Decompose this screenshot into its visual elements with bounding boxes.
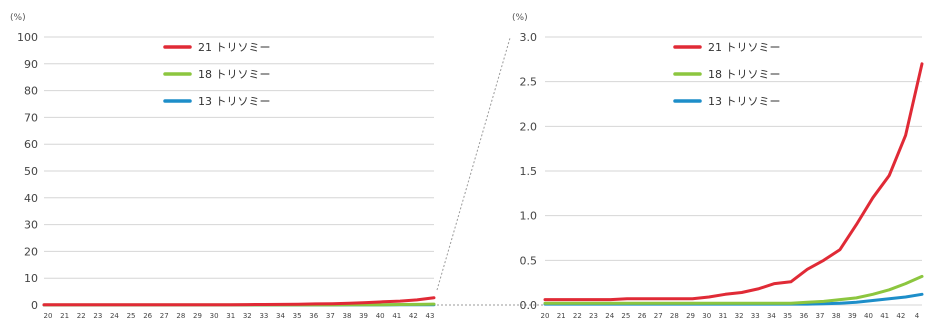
legend-label: 21 トリソミー bbox=[198, 41, 271, 54]
x-tick-label: 39 bbox=[359, 312, 368, 320]
x-tick-label: 31 bbox=[718, 312, 727, 320]
x-tick-label: 28 bbox=[670, 312, 679, 320]
x-tick-label: 28 bbox=[176, 312, 185, 320]
y-tick-label: 50 bbox=[24, 165, 38, 178]
y-tick-label: 3.0 bbox=[520, 31, 538, 44]
x-tick-label: 22 bbox=[77, 312, 86, 320]
x-tick-label: 30 bbox=[210, 312, 219, 320]
y-tick-label: 10 bbox=[24, 272, 38, 285]
x-tick-label: 24 bbox=[110, 312, 119, 320]
x-tick-label: 20 bbox=[541, 312, 550, 320]
legend-label: 18 トリソミー bbox=[198, 68, 271, 81]
x-tick-label: 42 bbox=[409, 312, 418, 320]
y-tick-label: 100 bbox=[17, 31, 38, 44]
x-tick-label: 37 bbox=[815, 312, 824, 320]
x-tick-label: 22 bbox=[573, 312, 582, 320]
x-tick-label: 34 bbox=[276, 312, 285, 320]
series-line bbox=[42, 296, 436, 307]
legend-label: 18 トリソミー bbox=[708, 68, 781, 81]
y-tick-label: 70 bbox=[24, 111, 38, 124]
y-tick-label: 2.5 bbox=[520, 76, 538, 89]
x-tick-label: 32 bbox=[243, 312, 252, 320]
x-tick-label: 42 bbox=[896, 312, 905, 320]
legend-label: 13 トリソミー bbox=[198, 95, 271, 108]
y-tick-label: 1.0 bbox=[520, 210, 538, 223]
x-tick-label: 38 bbox=[832, 312, 841, 320]
x-tick-label: 26 bbox=[143, 312, 152, 320]
series-line bbox=[543, 274, 924, 305]
x-tick-label: 32 bbox=[735, 312, 744, 320]
x-tick-label: 21 bbox=[557, 312, 566, 320]
x-tick-label: 23 bbox=[93, 312, 102, 320]
x-tick-label: 27 bbox=[654, 312, 663, 320]
y-tick-label: 60 bbox=[24, 138, 38, 151]
y-unit-label: (%) bbox=[10, 13, 26, 23]
x-tick-label: 25 bbox=[127, 312, 136, 320]
y-tick-label: 0.0 bbox=[520, 299, 538, 312]
y-tick-label: 0 bbox=[31, 299, 38, 312]
y-tick-label: 30 bbox=[24, 219, 38, 232]
y-tick-label: 0.5 bbox=[520, 254, 538, 267]
y-tick-label: 2.0 bbox=[520, 120, 538, 133]
x-tick-label: 36 bbox=[799, 312, 808, 320]
x-tick-label: 30 bbox=[702, 312, 711, 320]
y-tick-label: 80 bbox=[24, 85, 38, 98]
x-tick-label: 35 bbox=[783, 312, 792, 320]
x-tick-label: 36 bbox=[309, 312, 318, 320]
series-line bbox=[543, 62, 924, 302]
x-tick-label: 20 bbox=[44, 312, 53, 320]
x-tick-label: 34 bbox=[767, 312, 776, 320]
legend-label: 21 トリソミー bbox=[708, 41, 781, 54]
x-tick-label: 33 bbox=[259, 312, 268, 320]
x-tick-label: 23 bbox=[589, 312, 598, 320]
x-tick-label: 37 bbox=[326, 312, 335, 320]
x-tick-label: 24 bbox=[605, 312, 614, 320]
x-tick-label: 29 bbox=[686, 312, 695, 320]
y-tick-label: 40 bbox=[24, 192, 38, 205]
x-tick-label: 40 bbox=[864, 312, 873, 320]
x-tick-label: 38 bbox=[342, 312, 351, 320]
chart-zoomed: (%) 0.0 0.5 1.0 1.5 2.0 2.5 3.0 20 21 22 23 24 25 26… bbox=[512, 13, 924, 320]
x-tick-label: 29 bbox=[193, 312, 202, 320]
x-tick-label: 27 bbox=[160, 312, 169, 320]
x-tick-label: 40 bbox=[376, 312, 385, 320]
x-tick-label: 21 bbox=[60, 312, 69, 320]
x-tick-label: 4 bbox=[915, 312, 920, 320]
x-tick-label: 26 bbox=[638, 312, 647, 320]
legend-label: 13 トリソミー bbox=[708, 95, 781, 108]
x-tick-label: 33 bbox=[751, 312, 760, 320]
y-tick-label: 1.5 bbox=[520, 165, 538, 178]
zoom-connector bbox=[436, 37, 543, 306]
x-tick-label: 35 bbox=[293, 312, 302, 320]
y-tick-label: 90 bbox=[24, 58, 38, 71]
chart-full-scale: (%) 0 10 20 30 40 50 60 70 80 90 100 20 21 22 23 24 25 2… bbox=[10, 13, 436, 320]
zoom-connector-top bbox=[436, 37, 511, 291]
x-tick-label: 41 bbox=[880, 312, 889, 320]
x-tick-label: 25 bbox=[621, 312, 630, 320]
x-tick-label: 31 bbox=[226, 312, 235, 320]
x-tick-label: 39 bbox=[848, 312, 857, 320]
x-tick-label: 43 bbox=[426, 312, 435, 320]
y-unit-label: (%) bbox=[512, 13, 528, 23]
y-tick-label: 20 bbox=[24, 245, 38, 258]
x-tick-label: 41 bbox=[392, 312, 401, 320]
